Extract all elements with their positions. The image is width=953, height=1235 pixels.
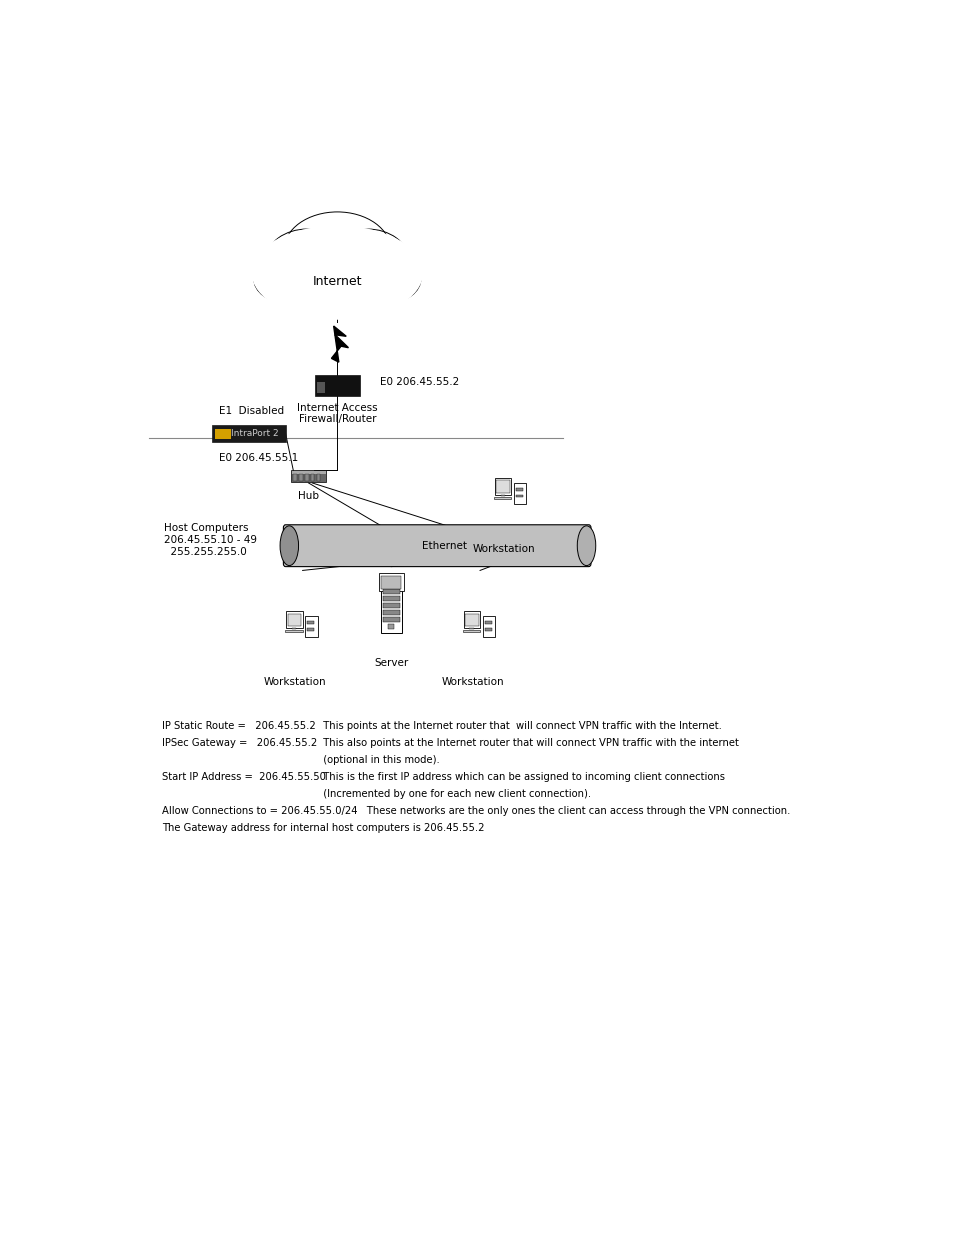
Bar (316, 474, 320, 480)
Text: Internet Access: Internet Access (296, 403, 377, 412)
Bar (214, 429, 231, 440)
Bar (286, 611, 302, 629)
FancyBboxPatch shape (283, 525, 590, 567)
Bar (307, 627, 314, 631)
Bar (305, 616, 317, 637)
Text: (optional in this mode).: (optional in this mode). (317, 755, 439, 764)
Bar (514, 483, 526, 504)
Bar (212, 425, 285, 442)
Text: Workstation: Workstation (472, 543, 535, 553)
Ellipse shape (252, 226, 423, 320)
Bar (382, 618, 399, 622)
Text: IPSec Gateway =   206.45.55.2: IPSec Gateway = 206.45.55.2 (162, 737, 317, 747)
Bar (382, 589, 399, 594)
Ellipse shape (292, 254, 382, 310)
Bar (484, 627, 491, 631)
Text: Internet: Internet (313, 275, 362, 288)
Bar (382, 603, 399, 608)
Text: The Gateway address for internal host computers is 206.45.55.2: The Gateway address for internal host co… (162, 824, 484, 834)
Bar (285, 630, 302, 632)
Ellipse shape (266, 228, 348, 289)
Text: Hub: Hub (297, 492, 318, 501)
Ellipse shape (356, 254, 420, 303)
Bar (382, 597, 399, 601)
Text: E0 206.45.55.2: E0 206.45.55.2 (380, 377, 459, 387)
Text: Workstation: Workstation (441, 677, 503, 687)
Text: E1  Disabled: E1 Disabled (219, 406, 284, 416)
Bar (287, 614, 301, 626)
Text: This also points at the Internet router that will connect VPN traffic with the i: This also points at the Internet router … (317, 737, 739, 747)
Bar (495, 478, 511, 495)
Bar (516, 488, 522, 492)
Bar (293, 474, 296, 480)
Bar (317, 382, 325, 393)
Bar (314, 375, 359, 396)
Bar (463, 611, 479, 629)
Text: Workstation: Workstation (264, 677, 326, 687)
Bar (378, 573, 403, 592)
Text: Allow Connections to = 206.45.55.0/24   These networks are the only ones the cli: Allow Connections to = 206.45.55.0/24 Th… (162, 806, 790, 816)
Bar (382, 610, 399, 615)
Bar (496, 480, 509, 493)
Bar (388, 624, 394, 630)
Text: Firewall/Router: Firewall/Router (298, 415, 375, 425)
Bar (482, 616, 495, 637)
Bar (464, 614, 478, 626)
Ellipse shape (283, 212, 391, 289)
Text: This is the first IP address which can be assigned to incoming client connection: This is the first IP address which can b… (317, 772, 724, 782)
Bar (380, 588, 401, 634)
Ellipse shape (280, 526, 298, 566)
Text: Ethernet: Ethernet (421, 541, 467, 551)
Bar (469, 627, 474, 630)
Text: Start IP Address =  206.45.55.50: Start IP Address = 206.45.55.50 (162, 772, 326, 782)
Ellipse shape (326, 228, 408, 289)
Text: IntraPort 2: IntraPort 2 (231, 429, 278, 438)
Bar (381, 576, 400, 589)
Bar (291, 471, 326, 483)
Polygon shape (331, 326, 348, 362)
Text: Host Computers
206.45.55.10 - 49
  255.255.255.0: Host Computers 206.45.55.10 - 49 255.255… (164, 524, 256, 557)
Bar (500, 494, 504, 496)
Bar (292, 471, 325, 474)
Bar (516, 494, 522, 498)
Text: (Incremented by one for each new client connection).: (Incremented by one for each new client … (317, 789, 591, 799)
Bar (484, 621, 491, 625)
Bar (311, 474, 314, 480)
Bar (305, 474, 308, 480)
Ellipse shape (253, 254, 317, 303)
Bar (298, 474, 302, 480)
Text: Server: Server (374, 658, 408, 668)
Bar (494, 496, 511, 499)
Bar (292, 627, 296, 630)
Text: This points at the Internet router that  will connect VPN traffic with the Inter: This points at the Internet router that … (317, 721, 721, 731)
Text: E0 206.45.55.1: E0 206.45.55.1 (219, 452, 298, 462)
Ellipse shape (577, 526, 595, 566)
Bar (462, 630, 479, 632)
Text: IP Static Route =   206.45.55.2: IP Static Route = 206.45.55.2 (162, 721, 315, 731)
Bar (307, 621, 314, 625)
